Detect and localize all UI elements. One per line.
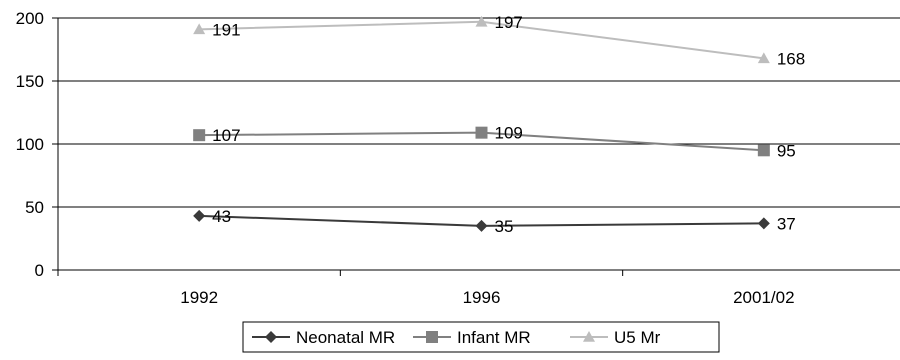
y-tick-label: 100 bbox=[16, 135, 44, 154]
data-labels: 43 35 37 107 109 95 191 197 168 bbox=[212, 13, 805, 236]
data-point bbox=[193, 209, 206, 222]
plot-series bbox=[193, 15, 770, 232]
y-tick-label: 0 bbox=[35, 261, 44, 280]
x-tick-label: 2001/02 bbox=[733, 288, 794, 307]
legend-label: U5 Mr bbox=[614, 328, 661, 347]
data-label: 197 bbox=[495, 13, 523, 32]
data-point bbox=[757, 52, 770, 64]
axes: 0 50 100 150 200 1992 1996 2001/02 bbox=[16, 9, 900, 307]
data-label: 168 bbox=[777, 49, 805, 68]
data-point bbox=[475, 15, 488, 27]
legend-label: Neonatal MR bbox=[296, 328, 395, 347]
legend: Neonatal MR Infant MR U5 Mr bbox=[242, 321, 720, 353]
legend-marker bbox=[426, 331, 438, 343]
legend-marker bbox=[265, 331, 277, 343]
legend-box bbox=[242, 321, 720, 353]
data-label: 107 bbox=[212, 126, 240, 145]
y-tick-label: 200 bbox=[16, 9, 44, 28]
gridlines bbox=[58, 17, 900, 208]
x-tick-label: 1992 bbox=[180, 288, 218, 307]
data-label: 109 bbox=[495, 124, 523, 143]
y-tick-label: 150 bbox=[16, 72, 44, 91]
data-point bbox=[193, 129, 206, 142]
data-point bbox=[757, 144, 770, 157]
data-point bbox=[475, 126, 488, 139]
data-point bbox=[193, 23, 206, 35]
data-label: 191 bbox=[212, 20, 240, 39]
legend-label: Infant MR bbox=[457, 328, 531, 347]
data-label: 37 bbox=[777, 214, 796, 233]
data-point bbox=[757, 217, 770, 230]
series-line-2 bbox=[199, 20, 764, 60]
data-point bbox=[475, 219, 488, 232]
legend-marker bbox=[583, 331, 595, 342]
data-label: 95 bbox=[777, 141, 796, 160]
data-label: 43 bbox=[212, 207, 231, 226]
y-tick-label: 50 bbox=[25, 198, 44, 217]
x-tick-label: 1996 bbox=[463, 288, 501, 307]
data-label: 35 bbox=[495, 217, 514, 236]
